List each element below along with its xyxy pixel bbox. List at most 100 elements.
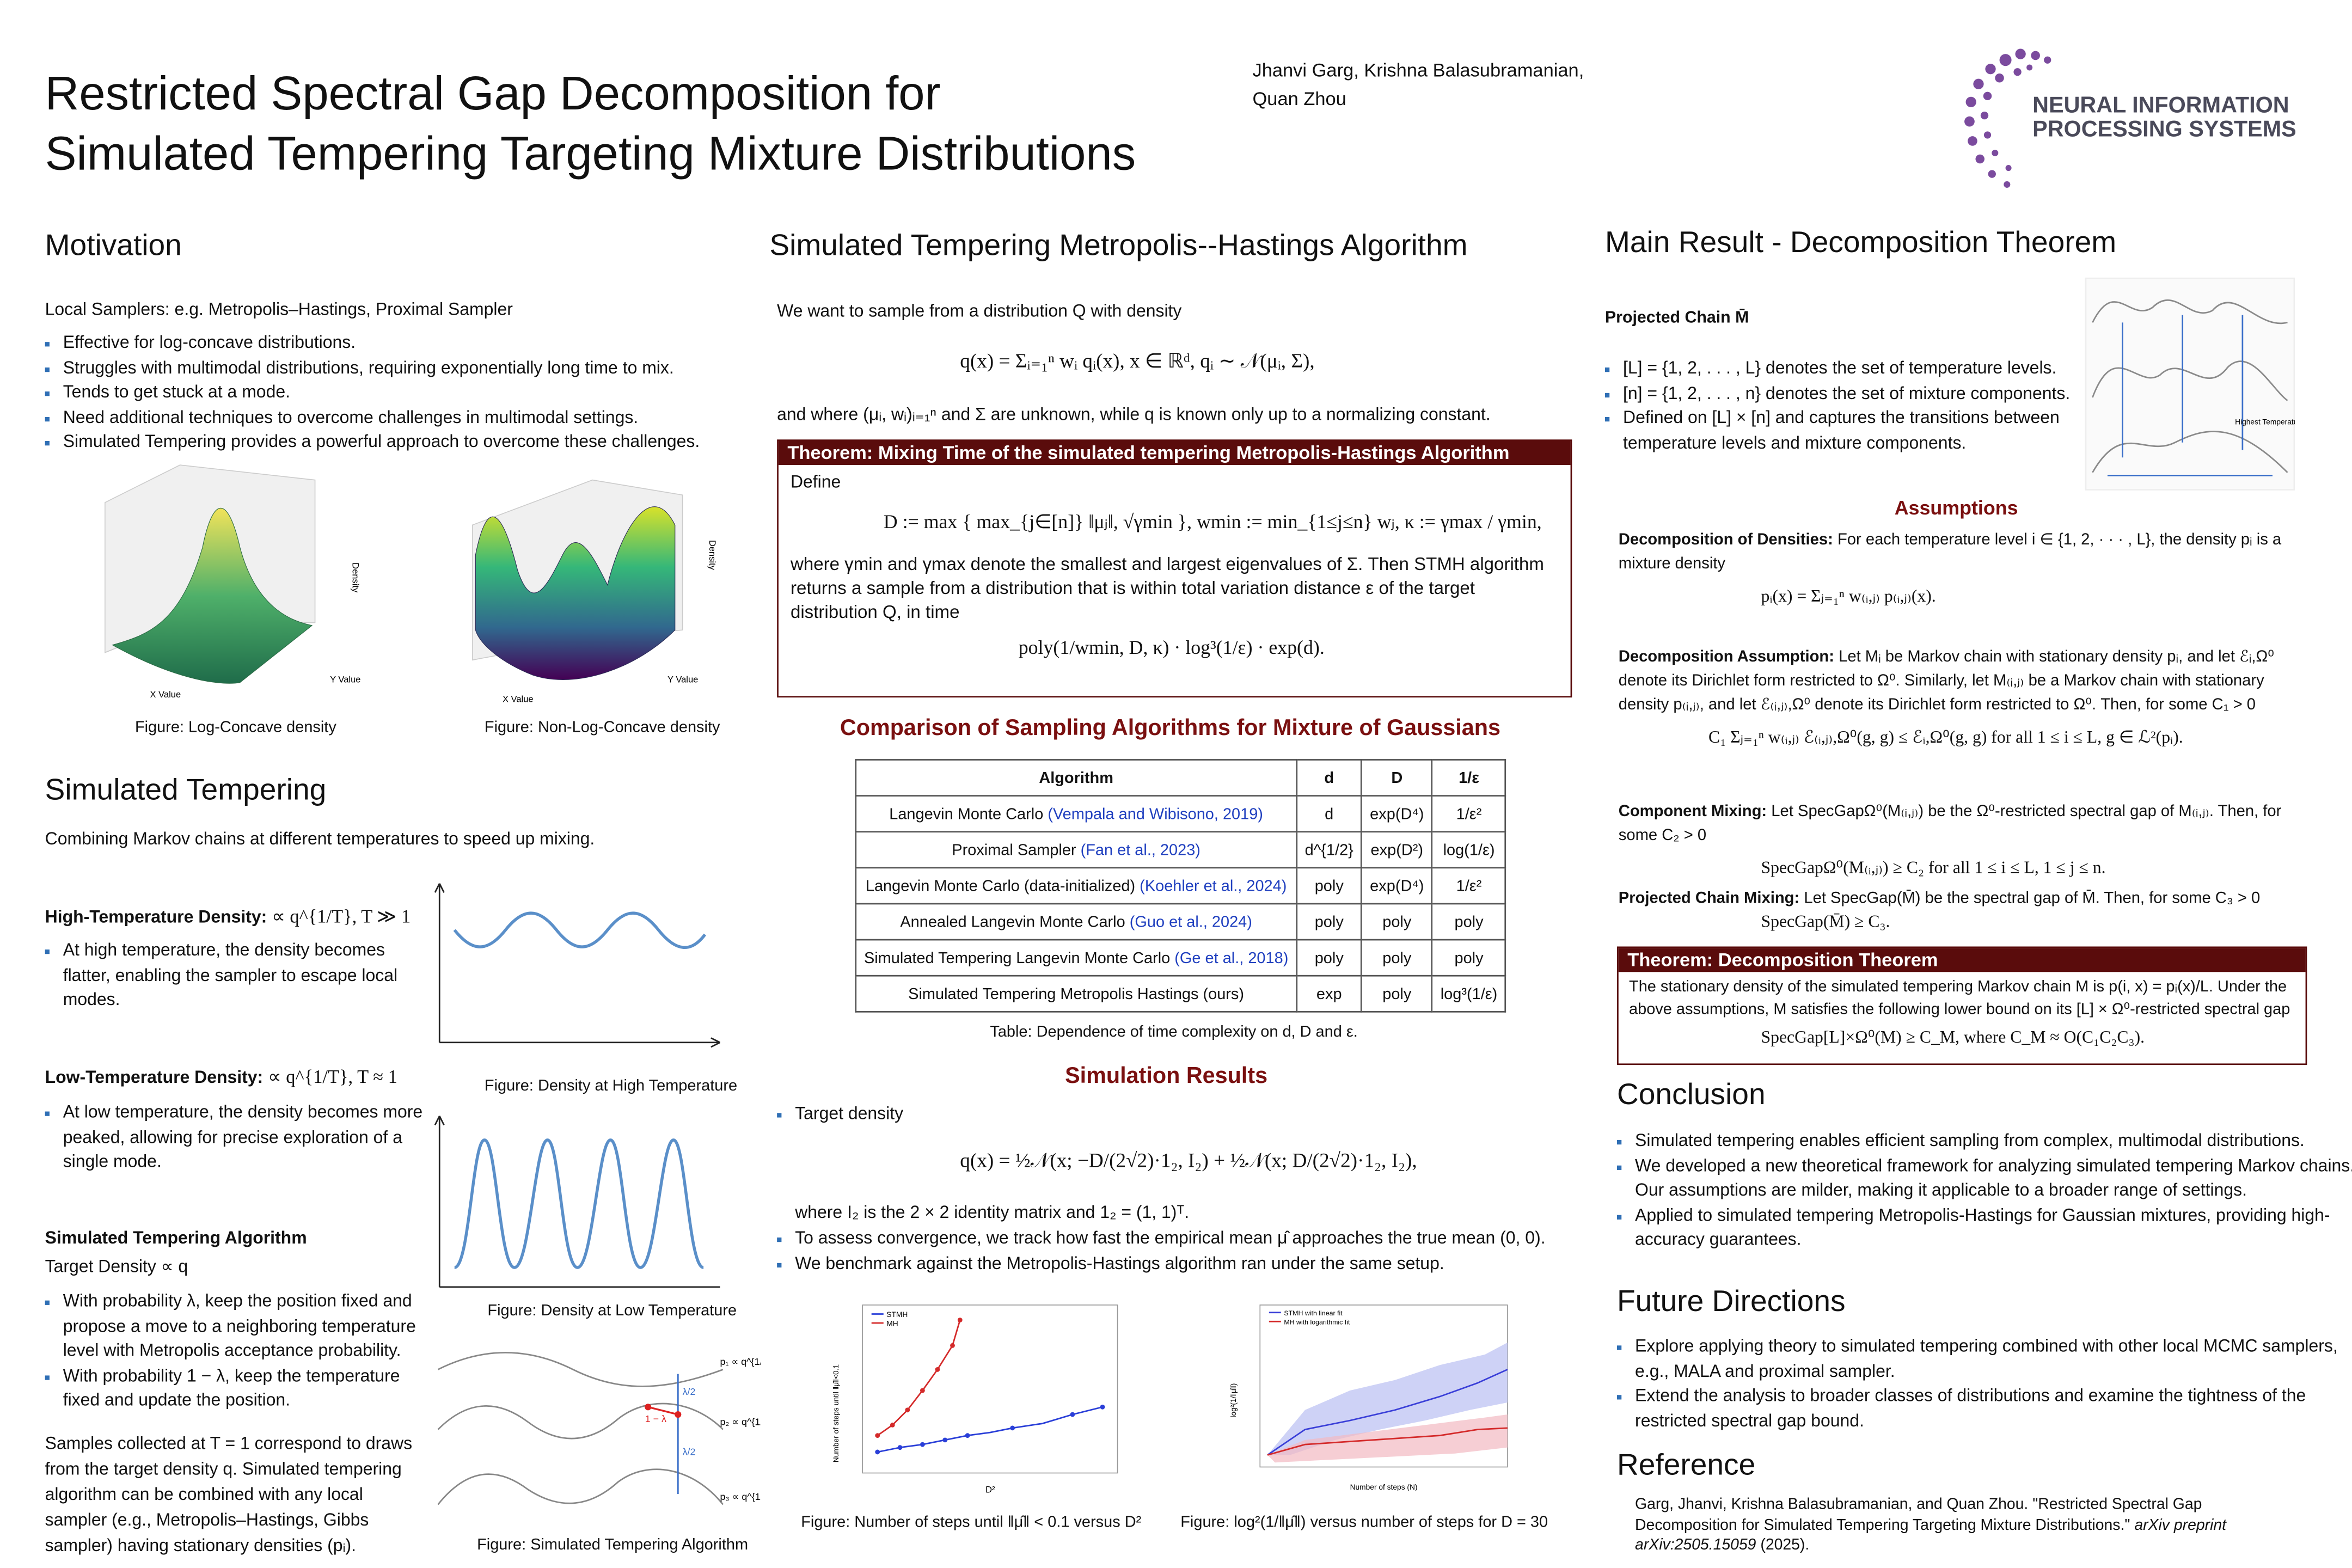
assumption-label: Component Mixing: — [1618, 802, 1767, 821]
bullet-list: Target density — [777, 1102, 903, 1127]
authors: Jhanvi Garg, Krishna Balasubramanian, Qu… — [1253, 57, 1584, 114]
table-row: Simulated Tempering Metropolis Hastings … — [855, 975, 1506, 1013]
figure-high-temp — [434, 883, 721, 1048]
table-header-row: Algorithm d D 1/ε — [855, 759, 1506, 797]
citation-link[interactable]: (Guo et al., 2024) — [1129, 912, 1252, 931]
formula: pᵢ(x) = Σⱼ₌₁ⁿ w₍ᵢ,ⱼ₎ p₍ᵢ,ⱼ₎(x). — [1761, 587, 1936, 607]
bullet: Applied to simulated tempering Metropoli… — [1635, 1204, 2352, 1253]
bullet: Struggles with multimodal distributions,… — [63, 356, 753, 381]
table-cell: d^{1/2} — [1296, 831, 1363, 869]
table-cell: poly — [1296, 939, 1363, 977]
formula: D := max { max_{j∈[n]} ‖μⱼ‖, √γmin }, wm… — [883, 510, 1542, 533]
algorithm-name: Langevin Monte Carlo — [889, 805, 1044, 823]
bullet: Explore applying theory to simulated tem… — [1635, 1335, 2352, 1385]
axis-label: Y Value — [330, 675, 360, 685]
algorithm-name: Langevin Monte Carlo (data-initialized) — [865, 877, 1136, 895]
table-row: Langevin Monte Carlo (data-initialized) … — [855, 867, 1506, 905]
table-row: Simulated Tempering Langevin Monte Carlo… — [855, 939, 1506, 977]
intro: We want to sample from a distribution Q … — [777, 301, 1182, 321]
reference-venue: arXiv preprint arXiv:2505.15059 — [1635, 1517, 2227, 1554]
theorem-title: Theorem: Mixing Time of the simulated te… — [778, 440, 1571, 465]
bullet: With probability λ, keep the position fi… — [63, 1290, 431, 1364]
figure-label: 1 − λ — [645, 1413, 666, 1424]
figure-label: λ/2 — [683, 1386, 696, 1397]
table-header-cell: D — [1361, 759, 1433, 797]
math: ∝ q^{1/T}, T ≈ 1 — [268, 1066, 397, 1088]
figure-label: Highest Temperature — [2235, 418, 2295, 426]
section-heading: Main Result - Decomposition Theorem — [1604, 226, 2117, 260]
authors-line: Jhanvi Garg, Krishna Balasubramanian, — [1252, 60, 1584, 81]
table-cell: poly — [1361, 903, 1433, 941]
figure-label: λ/2 — [683, 1446, 696, 1457]
citation-link[interactable]: (Vempala and Wibisono, 2019) — [1048, 805, 1263, 823]
table-cell: poly — [1431, 903, 1506, 941]
assumption-label: Projected Chain Mixing: — [1618, 889, 1800, 908]
assumption-text: Let SpecGap(M̄) be the spectral gap of M… — [1804, 889, 2261, 908]
table-cell: exp(D⁴) — [1361, 867, 1433, 905]
citation-link[interactable]: (Fan et al., 2023) — [1080, 841, 1200, 859]
subheading: Assumptions — [1894, 496, 2018, 519]
table-header-cell: 1/ε — [1431, 759, 1506, 797]
subheading: Low-Temperature Density: ∝ q^{1/T}, T ≈ … — [45, 1065, 397, 1091]
subheading: Projected Chain M̄ — [1604, 309, 1749, 327]
caption: Figure: Simulated Tempering Algorithm — [477, 1536, 749, 1554]
figure-log-concave: X Value Y Value Density — [105, 464, 360, 700]
assumption: Component Mixing: Let SpecGapΩ⁰(M₍ᵢ,ⱼ₎) … — [1619, 799, 2306, 880]
formula: q(x) = Σᵢ₌₁ⁿ wᵢ qᵢ(x), x ∈ ℝᵈ, qᵢ ∼ 𝒩(μᵢ… — [960, 349, 1315, 372]
bullet: Tends to get stuck at a mode. — [63, 381, 753, 406]
bullet-list: Explore applying theory to simulated tem… — [1617, 1335, 2352, 1434]
caption: Figure: Non-Log-Concave density — [484, 718, 720, 737]
logo-text: NEURAL INFORMATION PROCESSING SYSTEMS — [2032, 94, 2296, 143]
table-cell: exp(D⁴) — [1361, 795, 1433, 833]
axis-label: log²(1/‖μ̂‖) — [1229, 1383, 1238, 1418]
math: ∝ q^{1/T}, T ≫ 1 — [272, 906, 411, 927]
theorem-title: Theorem: Decomposition Theorem — [1618, 948, 2306, 972]
bullet-list: With probability λ, keep the position fi… — [45, 1290, 431, 1413]
assumption-label: Decomposition of Densities: — [1618, 531, 1833, 549]
table-cell: Langevin Monte Carlo (Vempala and Wibiso… — [855, 795, 1297, 833]
table-cell: 1/ε² — [1431, 867, 1506, 905]
theorem-box: Theorem: Mixing Time of the simulated te… — [777, 439, 1572, 698]
algorithm-name: Simulated Tempering Langevin Monte Carlo — [863, 948, 1171, 967]
caption: Figure: Density at Low Temperature — [487, 1302, 737, 1320]
section-heading: Future Directions — [1616, 1285, 1846, 1319]
table-cell: exp — [1296, 975, 1363, 1013]
citation-link[interactable]: (Koehler et al., 2024) — [1140, 877, 1287, 895]
table-cell: Simulated Tempering Metropolis Hastings … — [855, 975, 1297, 1013]
assumption-label: Decomposition Assumption: — [1618, 648, 1834, 666]
legend-entry: STMH — [886, 1310, 908, 1319]
assumption-text: For each temperature level i ∈ {1, 2, · … — [1618, 531, 2282, 573]
reference-text: Garg, Jhanvi, Krishna Balasubramanian, a… — [1635, 1497, 2202, 1534]
legend-entry: STMH with linear fit — [1284, 1309, 1343, 1317]
caption: Figure: Log-Concave density — [134, 718, 336, 737]
citation-link[interactable]: (Ge et al., 2018) — [1174, 948, 1289, 967]
bullet: Need additional techniques to overcome c… — [63, 406, 753, 430]
bullet: [n] = {1, 2, . . . , n} denotes the set … — [1623, 382, 2073, 406]
paragraph: The stationary density of the simulated … — [1629, 978, 2290, 1019]
figure-label: p₃ ∝ q^{1/T₃} — [720, 1491, 760, 1502]
intro: Local Samplers: e.g. Metropolis–Hastings… — [45, 300, 513, 320]
bullet: With probability 1 − λ, keep the tempera… — [63, 1364, 431, 1414]
legend-entry: MH with logarithmic fit — [1284, 1319, 1350, 1326]
axis-label: D² — [985, 1484, 995, 1494]
subheading: Simulated Tempering Algorithm — [45, 1228, 307, 1248]
table-header-cell: Algorithm — [855, 759, 1297, 797]
table-row: Annealed Langevin Monte Carlo (Guo et al… — [855, 903, 1506, 941]
title-line: Restricted Spectral Gap Decomposition fo… — [45, 66, 941, 120]
bullet: To assess convergence, we track how fast… — [795, 1227, 1605, 1252]
figure-low-temp — [434, 1116, 720, 1288]
axis-label: Number of steps (N) — [1350, 1483, 1418, 1491]
section-heading: Simulated Tempering Metropolis--Hastings… — [769, 229, 1468, 263]
bullet: At low temperature, the density becomes … — [63, 1101, 431, 1175]
bullet-list: To assess convergence, we track how fast… — [777, 1227, 1605, 1277]
figure-label: p₂ ∝ q^{1/T₂} — [720, 1416, 760, 1427]
table-cell: poly — [1361, 939, 1433, 977]
figure-tempering-algorithm: p₁ ∝ q^{1/T₁} p₂ ∝ q^{1/T₂} p₃ ∝ q^{1/T₃… — [437, 1352, 761, 1505]
target: Target Density ∝ q — [45, 1257, 188, 1277]
axis-label: X Value — [503, 694, 534, 704]
intro: Combining Markov chains at different tem… — [45, 829, 595, 849]
bullet: Simulated tempering enables efficient sa… — [1635, 1130, 2352, 1154]
